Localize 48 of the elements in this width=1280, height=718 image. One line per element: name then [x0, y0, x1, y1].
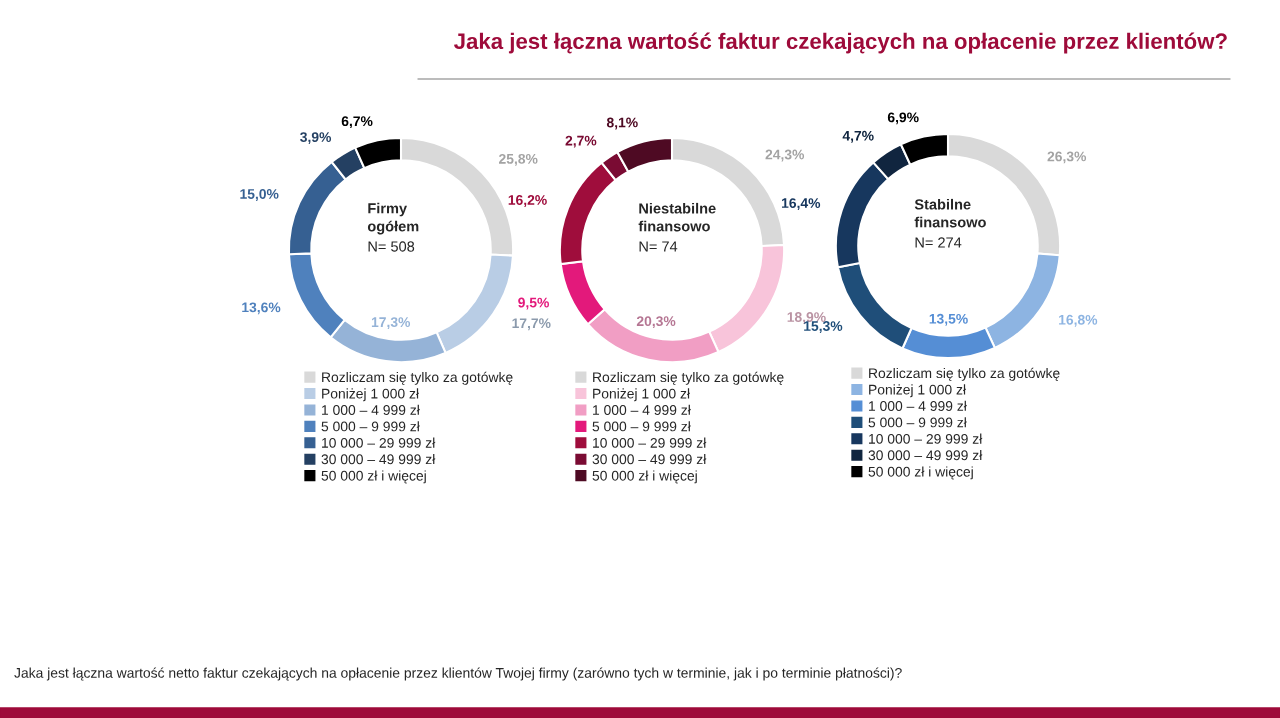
legend-label: Poniżej 1 000 zł: [869, 384, 966, 398]
legend-label: 5 000 – 9 999 zł: [321, 421, 420, 432]
legend-label: Rozliczam się tylko za gotówkę: [322, 371, 513, 385]
legend-label: 30 000 – 49 999 zł: [592, 454, 707, 465]
text: N= 274: [915, 237, 962, 248]
legend-label: 5 000 – 9 999 zł: [868, 417, 967, 428]
data-label: 2,7%: [565, 135, 597, 148]
legend-label: Rozliczam się tylko za gotówkę: [869, 367, 1060, 381]
text: Jaka jest łączna wartość netto faktur czekających na opłacenie przez klientów Twojej firmy (zarówno tych w terminie, jak i po terminie płatności)?: [14, 667, 902, 681]
data-label: 9,5%: [518, 297, 549, 310]
legend-label: 10 000 – 29 999 zł: [869, 433, 983, 444]
data-label: 16,4%: [781, 198, 821, 210]
legend-label: 10 000 – 29 999 zł: [322, 437, 436, 448]
legend-label: 30 000 – 49 999 zł: [321, 454, 436, 465]
data-label: 15,0%: [240, 189, 279, 201]
data-label: 13,5%: [929, 313, 968, 326]
legend-label: 1 000 – 4 999 zł: [322, 404, 420, 415]
legend-label: 50 000 zł i więcej: [592, 470, 697, 484]
legend-label: 5 000 – 9 999 zł: [592, 421, 691, 432]
data-label: 6,7%: [341, 116, 373, 129]
text: Jaka jest łączna wartość faktur czekających na opłacenie przez klientów?: [454, 32, 1227, 54]
legend-label: 1 000 – 4 999 zł: [869, 400, 967, 411]
legend-label: Poniżej 1 000 zł: [322, 388, 419, 402]
data-label: 17,3%: [371, 317, 411, 330]
text: N= 74: [639, 241, 678, 252]
data-label: 6,9%: [887, 112, 919, 125]
data-label: 24,3%: [765, 149, 805, 162]
data-label: 3,9%: [300, 132, 332, 145]
legend-label: 50 000 zł i więcej: [868, 466, 973, 480]
legend-label: 1 000 – 4 999 zł: [593, 404, 691, 415]
data-label: 4,7%: [842, 130, 874, 143]
data-label: 16,8%: [1059, 314, 1098, 327]
legend-label: 10 000 – 29 999 zł: [593, 437, 707, 448]
text: Firmy ogółem: [367, 202, 419, 235]
legend-label: Rozliczam się tylko za gotówkę: [593, 371, 784, 385]
data-label: 13,6%: [242, 302, 281, 315]
legend-label: 30 000 – 49 999 zł: [868, 450, 983, 461]
legend-label: Poniżej 1 000 zł: [593, 388, 690, 402]
data-label: 20,3%: [636, 316, 676, 329]
data-label: 8,1%: [606, 117, 638, 130]
data-label: 25,8%: [499, 153, 538, 166]
data-label: 17,7%: [512, 318, 551, 331]
text: N= 508: [368, 241, 415, 252]
legend-label: 50 000 zł i więcej: [321, 470, 426, 484]
text: Stabilne finansowo: [914, 198, 986, 228]
data-label: 26,3%: [1047, 151, 1087, 164]
text: Niestabilne finansowo: [638, 202, 716, 232]
data-label: 16,2%: [508, 195, 547, 207]
